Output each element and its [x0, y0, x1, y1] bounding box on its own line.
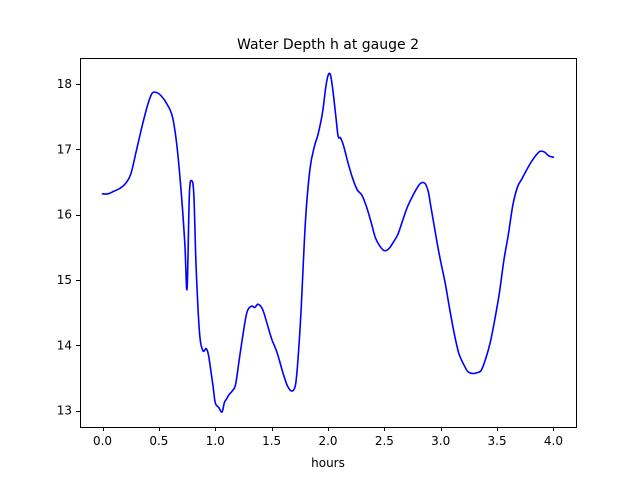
x-tick-label: 1.5 — [262, 434, 281, 448]
x-tick-label: 3.0 — [431, 434, 450, 448]
y-tick-label: 18 — [57, 77, 72, 91]
series-layer — [101, 72, 555, 413]
x-tick-label: 2.0 — [318, 434, 337, 448]
y-tick-label: 16 — [57, 208, 72, 222]
y-axis-ticks: 13 14 15 16 17 18 — [57, 77, 80, 418]
x-tick-label: 3.5 — [488, 434, 507, 448]
y-tick-label: 15 — [57, 273, 72, 287]
x-tick-label: 1.0 — [206, 434, 225, 448]
series-line — [101, 72, 555, 413]
y-tick-label: 13 — [57, 404, 72, 418]
chart-title: Water Depth h at gauge 2 — [237, 37, 419, 53]
y-tick-label: 14 — [57, 338, 72, 352]
y-tick-label: 17 — [57, 142, 72, 156]
plot-area-background — [80, 58, 576, 427]
x-axis-label: hours — [311, 456, 345, 470]
x-tick-label: 0.5 — [149, 434, 168, 448]
x-tick-label: 4.0 — [544, 434, 563, 448]
x-tick-label: 2.5 — [375, 434, 394, 448]
x-axis-ticks: 0.0 0.5 1.0 1.5 2.0 2.5 3.0 3.5 4.0 — [93, 427, 563, 448]
x-tick-label: 0.0 — [93, 434, 112, 448]
